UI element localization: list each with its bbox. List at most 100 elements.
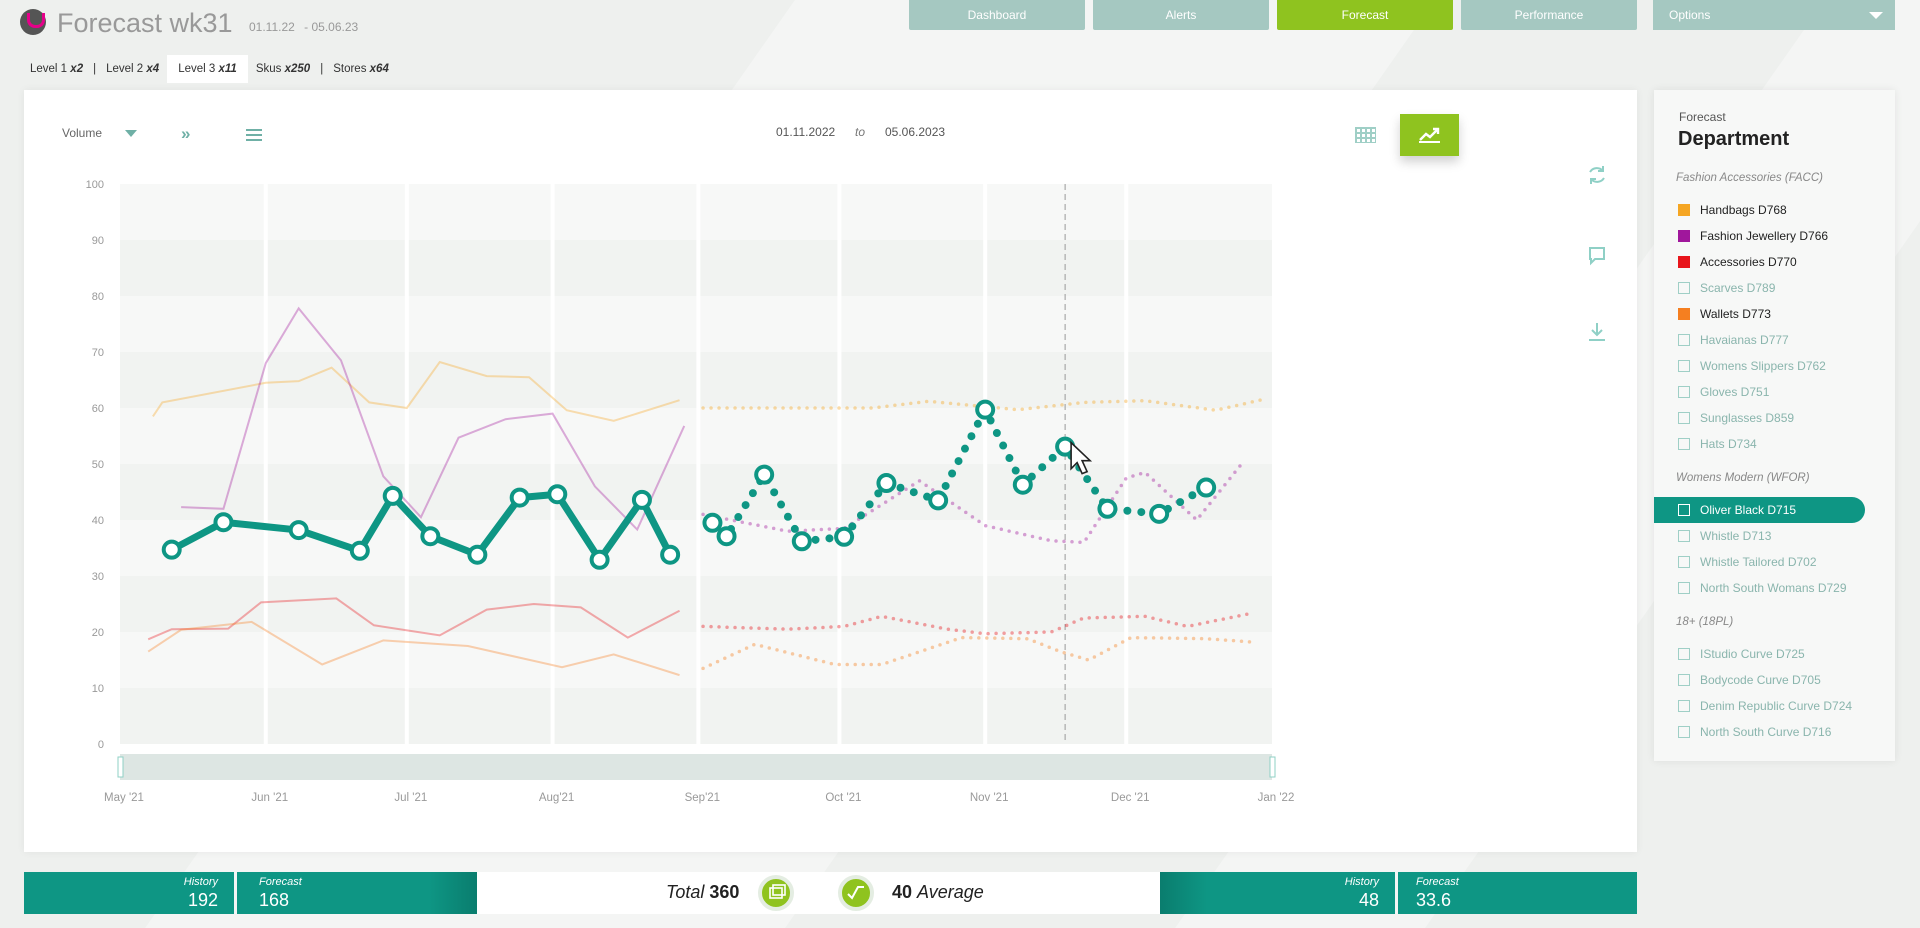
legend-checkbox[interactable] — [1678, 726, 1690, 738]
data-point — [975, 399, 996, 420]
mouse-cursor-icon — [1070, 440, 1093, 475]
comment-icon[interactable] — [1585, 243, 1609, 267]
legend-item-label: Fashion Jewellery D766 — [1700, 229, 1829, 243]
x-tick-label: Nov '21 — [970, 792, 1009, 804]
page-title: Forecast wk31 — [57, 8, 233, 38]
legend-checkbox[interactable] — [1678, 556, 1690, 568]
legend-checkbox[interactable] — [1678, 582, 1690, 594]
stat-label: History — [1344, 876, 1379, 888]
legend-item[interactable]: Bodycode Curve D705 — [1678, 672, 1821, 688]
stat-value: 168 — [259, 890, 290, 910]
nav-dashboard-button[interactable]: Dashboard — [909, 0, 1085, 30]
plot-band — [120, 240, 1272, 296]
tab-stores[interactable]: Stores x64 — [325, 55, 397, 83]
measure-select-label[interactable]: Volume — [62, 126, 103, 140]
data-point — [382, 485, 403, 506]
legend-item[interactable]: North South Curve D716 — [1678, 724, 1831, 740]
legend-item[interactable]: Fashion Jewellery D766 — [1678, 228, 1828, 244]
average-label: Average — [917, 882, 984, 902]
timeline-scrollbar — [120, 754, 1272, 780]
total-text: Total 360 — [666, 882, 739, 903]
legend-checkbox[interactable] — [1678, 334, 1690, 346]
chart-view-button[interactable] — [1400, 114, 1459, 156]
range-end-date[interactable]: 05.06.2023 — [885, 125, 946, 139]
legend-checkbox[interactable] — [1678, 386, 1690, 398]
legend-checkbox[interactable] — [1678, 700, 1690, 712]
legend-item-label: Gloves D751 — [1700, 385, 1770, 399]
legend-item[interactable]: Sunglasses D859 — [1678, 410, 1794, 426]
legend-checkbox[interactable] — [1678, 360, 1690, 372]
legend-item[interactable]: Hats D734 — [1678, 436, 1757, 452]
legend-item-label: Havaianas D777 — [1700, 333, 1789, 347]
data-point — [716, 526, 737, 547]
tab-level-2[interactable]: Level 2 x4 — [98, 55, 167, 83]
legend-item[interactable]: Gloves D751 — [1678, 384, 1769, 400]
nav-alerts-button[interactable]: Alerts — [1093, 0, 1269, 30]
legend-item[interactable]: Havaianas D777 — [1678, 332, 1789, 348]
tab-label: Skus — [255, 63, 282, 75]
data-point — [1097, 498, 1118, 519]
legend-item[interactable]: Whistle Tailored D702 — [1678, 554, 1817, 570]
legend-checkbox[interactable] — [1678, 308, 1690, 320]
options-label: Options — [1669, 8, 1711, 22]
legend-item[interactable]: Denim Republic Curve D724 — [1678, 698, 1852, 714]
legend-item[interactable]: Wallets D773 — [1678, 306, 1771, 322]
data-point — [467, 544, 488, 565]
stat-value: 33.6 — [1416, 890, 1452, 910]
y-tick-label: 60 — [92, 403, 104, 415]
legend-item[interactable]: Oliver Black D715 — [1654, 497, 1865, 523]
legend-checkbox[interactable] — [1678, 204, 1690, 216]
refresh-icon[interactable] — [1585, 163, 1609, 187]
legend-checkbox[interactable] — [1678, 674, 1690, 686]
legend-item[interactable]: North South Womans D729 — [1678, 580, 1847, 596]
header-date-to: - 05.06.23 — [304, 20, 359, 34]
stat-label: Forecast — [259, 876, 302, 888]
legend-group-label: 18+ (18PL) — [1676, 616, 1734, 628]
legend-checkbox[interactable] — [1678, 412, 1690, 424]
legend-item-label: IStudio Curve D725 — [1700, 647, 1805, 661]
nav-performance-button[interactable]: Performance — [1461, 0, 1637, 30]
fast-forward-icon[interactable]: » — [181, 124, 191, 143]
legend-checkbox[interactable] — [1678, 438, 1690, 450]
legend-checkbox[interactable] — [1678, 256, 1690, 268]
legend-item[interactable]: IStudio Curve D725 — [1678, 646, 1805, 662]
measure-dropdown-icon[interactable] — [125, 130, 137, 137]
tab-skus[interactable]: Skus x250 — [248, 55, 318, 83]
legend-item[interactable]: Womens Slippers D762 — [1678, 358, 1826, 374]
legend-item-label: Bodycode Curve D705 — [1700, 673, 1821, 687]
legend-checkbox[interactable] — [1678, 504, 1690, 516]
legend-checkbox[interactable] — [1678, 648, 1690, 660]
range-start-date[interactable]: 01.11.2022 — [776, 125, 836, 139]
data-point — [161, 539, 182, 560]
legend-item[interactable]: Accessories D770 — [1678, 254, 1797, 270]
legend-group-label: Fashion Accessories (FACC) — [1676, 172, 1823, 184]
plot-band — [120, 184, 1272, 240]
x-tick-label: Jun '21 — [251, 792, 288, 804]
data-point — [631, 489, 652, 510]
nav-forecast-button[interactable]: Forecast — [1277, 0, 1453, 30]
average-icon[interactable] — [838, 875, 874, 911]
legend-item-label: Scarves D789 — [1700, 281, 1776, 295]
table-view-icon[interactable] — [1355, 127, 1376, 143]
tab-count: x11 — [218, 63, 237, 75]
legend-checkbox[interactable] — [1678, 230, 1690, 242]
data-point — [288, 520, 309, 541]
plot-band — [120, 464, 1272, 520]
menu-icon[interactable] — [246, 129, 262, 141]
options-dropdown[interactable]: Options — [1653, 0, 1895, 30]
legend-item-label: Wallets D773 — [1700, 307, 1771, 321]
tab-level-1[interactable]: Level 1 x2 — [22, 55, 91, 83]
top-navigation: Dashboard Alerts Forecast Performance — [909, 0, 1637, 30]
legend-item[interactable]: Whistle D713 — [1678, 528, 1771, 544]
tab-level-3[interactable]: Level 3 x11 — [167, 55, 248, 83]
forecast-stat-left: Forecast 168 — [237, 872, 477, 914]
legend-item-label: Sunglasses D859 — [1700, 411, 1795, 425]
legend-item[interactable]: Scarves D789 — [1678, 280, 1775, 296]
total-icon[interactable] — [758, 875, 794, 911]
legend-item[interactable]: Handbags D768 — [1678, 202, 1787, 218]
legend-checkbox[interactable] — [1678, 282, 1690, 294]
legend-checkbox[interactable] — [1678, 530, 1690, 542]
y-tick-label: 0 — [98, 739, 104, 751]
data-point — [1149, 503, 1170, 524]
download-icon[interactable] — [1585, 320, 1609, 344]
